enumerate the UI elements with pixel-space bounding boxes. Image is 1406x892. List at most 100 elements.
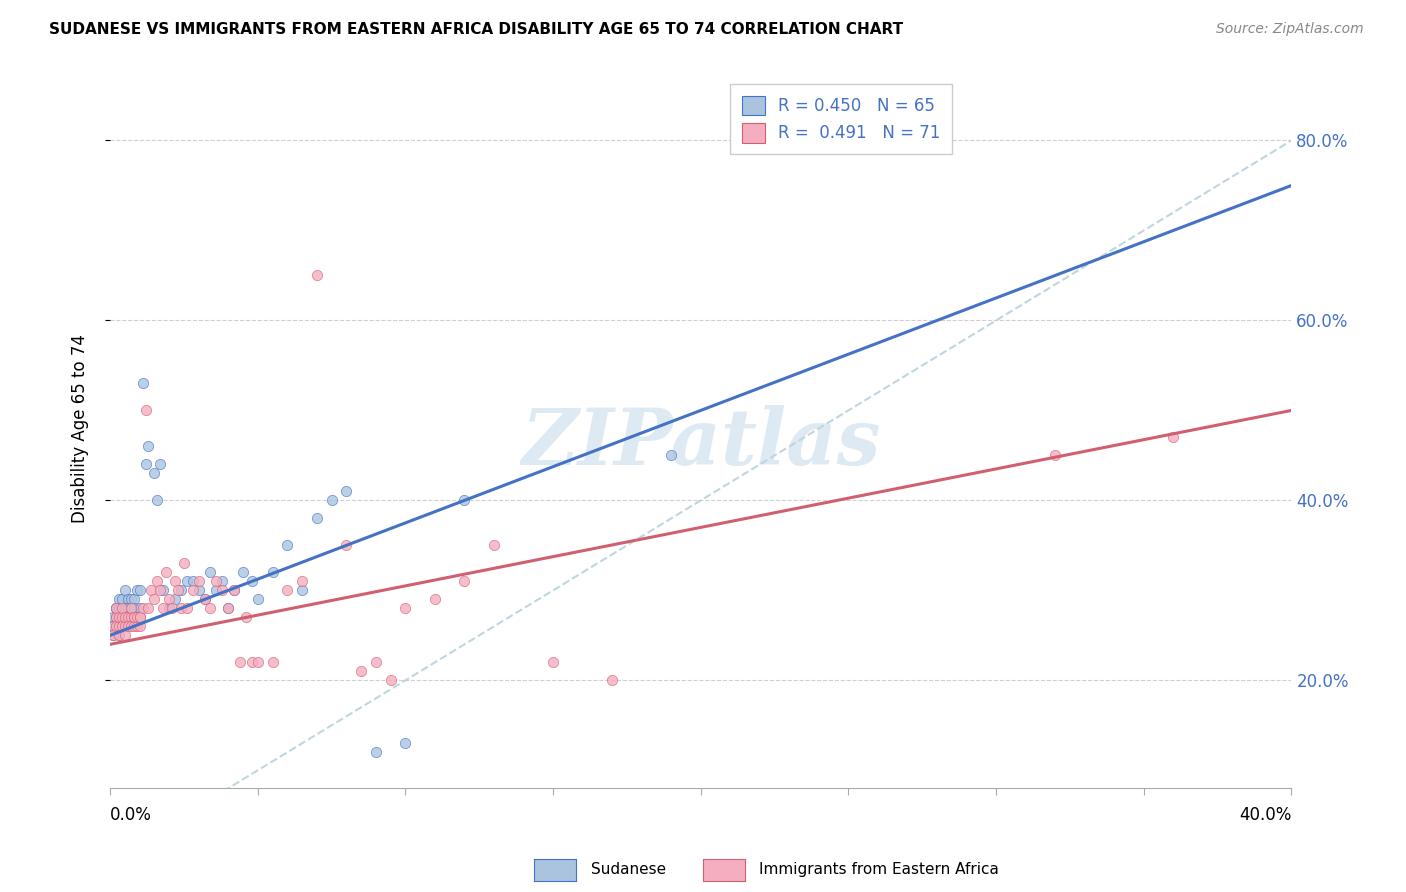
Point (108, 619, 131, 633)
Point (453, 574, 475, 589)
Point (101, 628, 124, 642)
Point (217, 601, 239, 615)
Point (138, 439, 160, 453)
Point (108, 601, 131, 615)
Point (120, 592, 142, 607)
Point (128, 610, 150, 624)
Point (125, 583, 148, 598)
Point (104, 610, 127, 624)
Point (600, 673, 623, 688)
Point (111, 601, 134, 615)
Point (122, 610, 145, 624)
Point (305, 511, 328, 525)
Point (125, 619, 148, 633)
Point (101, 628, 124, 642)
Point (350, 665, 373, 679)
Point (229, 656, 252, 670)
Point (1163, 430, 1185, 444)
Point (120, 610, 142, 624)
Point (276, 538, 298, 552)
Point (125, 610, 148, 624)
Point (111, 619, 134, 633)
Point (131, 601, 153, 615)
Point (104, 610, 127, 624)
Point (173, 557, 195, 571)
Point (321, 493, 343, 508)
Point (217, 601, 239, 615)
Point (134, 458, 156, 472)
Point (122, 592, 145, 607)
Text: 0.0%: 0.0% (110, 806, 152, 824)
Point (423, 592, 446, 607)
Point (128, 619, 150, 633)
Point (122, 601, 145, 615)
Point (114, 610, 136, 624)
Point (167, 583, 190, 598)
Point (659, 449, 682, 463)
Point (117, 619, 139, 633)
Point (114, 610, 136, 624)
Point (276, 583, 298, 598)
Point (111, 610, 134, 624)
Point (117, 592, 139, 607)
Point (232, 566, 254, 580)
Point (335, 484, 357, 499)
Point (194, 592, 217, 607)
Point (364, 656, 387, 670)
Point (104, 601, 127, 615)
Y-axis label: Disability Age 65 to 74: Disability Age 65 to 74 (72, 334, 89, 523)
Point (235, 610, 257, 624)
Point (181, 574, 204, 589)
Point (453, 493, 475, 508)
Point (155, 566, 177, 580)
Point (114, 610, 136, 624)
Point (224, 583, 246, 598)
Point (131, 376, 153, 391)
Point (143, 467, 166, 481)
Point (394, 601, 416, 615)
Point (165, 592, 187, 607)
Point (157, 601, 180, 615)
Text: 40.0%: 40.0% (1239, 806, 1292, 824)
Point (120, 619, 142, 633)
Point (111, 601, 134, 615)
Point (111, 592, 134, 607)
Legend: R = 0.450   N = 65, R =  0.491   N = 71: R = 0.450 N = 65, R = 0.491 N = 71 (730, 84, 952, 154)
Point (205, 583, 228, 598)
Point (104, 601, 127, 615)
Point (170, 601, 193, 615)
Point (120, 601, 142, 615)
Point (240, 574, 263, 589)
Point (114, 601, 136, 615)
Point (181, 583, 204, 598)
Point (111, 619, 134, 633)
Point (114, 619, 136, 633)
Point (291, 574, 314, 589)
Point (128, 601, 150, 615)
Point (187, 574, 209, 589)
Point (111, 610, 134, 624)
Point (101, 619, 124, 633)
Point (128, 610, 150, 624)
Point (122, 610, 145, 624)
Point (114, 619, 136, 633)
Point (101, 610, 124, 624)
Point (117, 601, 139, 615)
Point (108, 628, 131, 642)
Point (224, 583, 246, 598)
Point (335, 538, 357, 552)
Point (1043, 449, 1066, 463)
Point (176, 601, 198, 615)
Text: Sudanese: Sudanese (591, 863, 665, 877)
Point (122, 619, 145, 633)
Point (141, 583, 163, 598)
Point (165, 574, 187, 589)
Point (152, 601, 174, 615)
Point (108, 592, 131, 607)
Point (149, 458, 172, 472)
Point (187, 583, 209, 598)
Point (114, 628, 136, 642)
Point (170, 583, 193, 598)
Point (211, 583, 233, 598)
Point (291, 583, 314, 598)
